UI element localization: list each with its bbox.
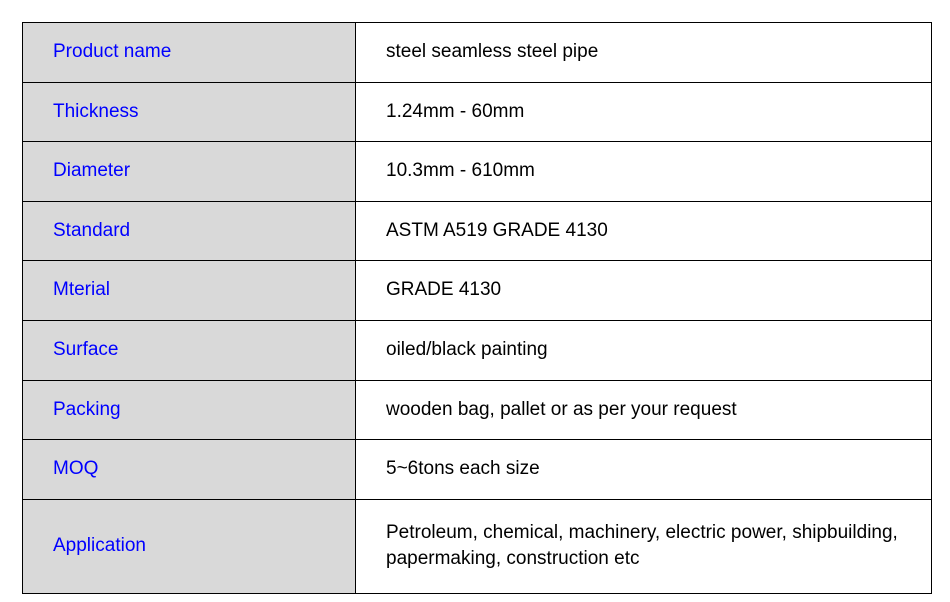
row-label: Diameter [23,142,356,202]
row-value: 5~6tons each size [356,440,932,500]
row-value: 1.24mm - 60mm [356,82,932,142]
table-row: Diameter 10.3mm - 610mm [23,142,932,202]
row-label: Product name [23,23,356,83]
spec-table: Product name steel seamless steel pipe T… [22,22,932,594]
row-label: Mterial [23,261,356,321]
table-row: Application Petroleum, chemical, machine… [23,499,932,593]
row-label: Standard [23,201,356,261]
row-label: Surface [23,320,356,380]
table-row: Packing wooden bag, pallet or as per you… [23,380,932,440]
row-label: MOQ [23,440,356,500]
row-value: GRADE 4130 [356,261,932,321]
table-row: MOQ 5~6tons each size [23,440,932,500]
row-value: oiled/black painting [356,320,932,380]
table-row: Standard ASTM A519 GRADE 4130 [23,201,932,261]
row-label: Application [23,499,356,593]
row-value: wooden bag, pallet or as per your reques… [356,380,932,440]
page-container: Product name steel seamless steel pipe T… [0,0,950,602]
row-label: Packing [23,380,356,440]
row-value: steel seamless steel pipe [356,23,932,83]
row-value: ASTM A519 GRADE 4130 [356,201,932,261]
row-value: 10.3mm - 610mm [356,142,932,202]
table-row: Mterial GRADE 4130 [23,261,932,321]
row-label: Thickness [23,82,356,142]
table-row: Product name steel seamless steel pipe [23,23,932,83]
table-row: Thickness 1.24mm - 60mm [23,82,932,142]
table-row: Surface oiled/black painting [23,320,932,380]
row-value: Petroleum, chemical, machinery, electric… [356,499,932,593]
